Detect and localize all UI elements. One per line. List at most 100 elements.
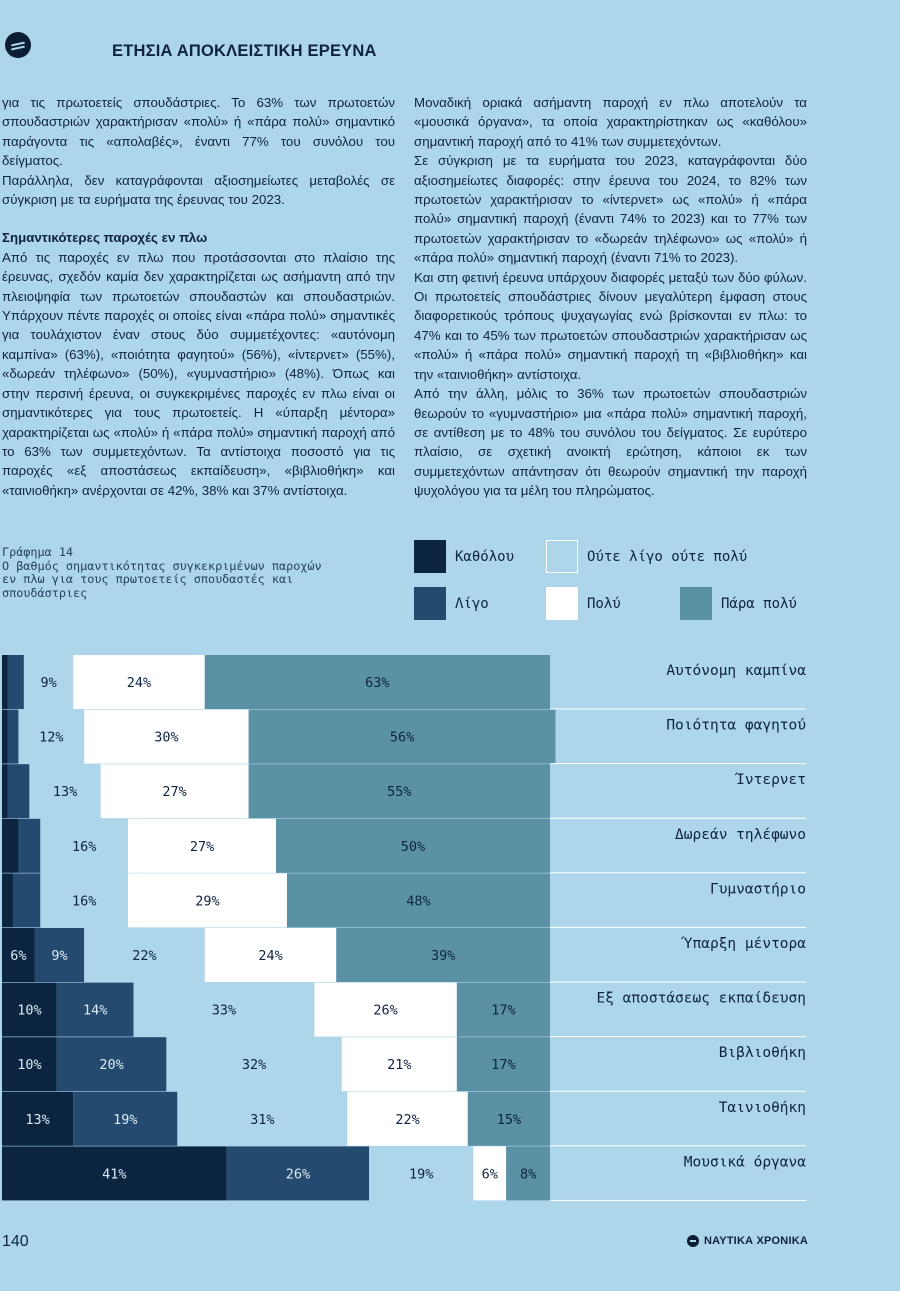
bar-value-label-5-3: 16% bbox=[72, 893, 96, 909]
page-number: 140 bbox=[2, 1233, 29, 1250]
bar-segment-1-5 bbox=[204, 655, 550, 709]
bar-segment-5-5 bbox=[286, 873, 550, 928]
bar-value-label-2-4: 30% bbox=[154, 730, 178, 746]
bar-segment-10-5 bbox=[506, 1146, 550, 1201]
bar-segment-9-2 bbox=[73, 1091, 178, 1146]
bar-segment-3-4 bbox=[100, 764, 249, 819]
category-label-6: Ύπαρξη μέντορα bbox=[681, 936, 806, 952]
bar-value-label-3-4: 27% bbox=[162, 784, 186, 800]
footer-brand: ΝΑΥΤΙΚΑ ΧΡΟΝΙΚΑ bbox=[686, 1235, 808, 1247]
bar-value-label-3-3: 13% bbox=[53, 784, 77, 800]
bar-value-label-6-2: 9% bbox=[51, 948, 67, 964]
bar-value-label-9-5: 15% bbox=[497, 1112, 521, 1128]
legend-swatch-kathólou bbox=[414, 540, 446, 573]
category-label-10: Μουσικά όργανα bbox=[684, 1154, 806, 1170]
legend-label-lígo: Λίγο bbox=[455, 595, 489, 612]
bar-value-label-4-4: 27% bbox=[190, 839, 214, 855]
legend-swatch-lígo bbox=[414, 587, 446, 620]
bar-value-label-9-4: 22% bbox=[395, 1112, 419, 1128]
bar-value-label-7-2: 14% bbox=[83, 1003, 107, 1019]
bar-value-label-6-1: 6% bbox=[10, 948, 26, 964]
bar-segment-7-3 bbox=[133, 982, 315, 1037]
bar-value-label-1-5: 63% bbox=[365, 675, 389, 691]
bar-value-label-4-3: 16% bbox=[72, 839, 96, 855]
bar-segment-6-4 bbox=[204, 928, 337, 982]
category-label-1: Αυτόνομη καμπίνα bbox=[666, 663, 806, 679]
bar-segment-1-4 bbox=[73, 655, 205, 709]
brand-logo-icon bbox=[686, 1235, 699, 1247]
bar-segment-8-4 bbox=[341, 1037, 457, 1092]
bar-value-label-9-2: 19% bbox=[113, 1112, 137, 1128]
legend-item-lígo: Λίγο bbox=[414, 587, 489, 620]
legend-swatch-poly bbox=[546, 587, 578, 620]
legend-label-kathólou: Καθόλου bbox=[455, 548, 515, 565]
bar-value-label-8-1: 10% bbox=[17, 1057, 41, 1073]
bar-value-label-7-1: 10% bbox=[17, 1003, 41, 1019]
bar-value-label-8-4: 21% bbox=[387, 1057, 411, 1073]
bar-segment-1-2 bbox=[7, 655, 24, 709]
bar-value-label-10-4: 6% bbox=[482, 1166, 498, 1182]
bar-value-label-6-4: 24% bbox=[258, 948, 282, 964]
legend-swatch-oute-ligo-oute-poly bbox=[546, 540, 578, 573]
bar-segment-8-5 bbox=[456, 1037, 550, 1092]
bar-segment-6-2 bbox=[34, 928, 85, 982]
bar-value-label-2-5: 56% bbox=[390, 730, 414, 746]
left-paragraph-2: Παράλληλα, δεν καταγράφονται αξιοσημείωτ… bbox=[2, 172, 395, 208]
figure-title-line-1: Ο βαθμός σημαντικότητας συγκεκριμένων πα… bbox=[2, 558, 322, 573]
bar-segment-2-4 bbox=[84, 709, 249, 764]
bar-value-label-1-4: 24% bbox=[127, 675, 151, 691]
bar-segment-7-2 bbox=[56, 982, 134, 1037]
bar-segment-5-4 bbox=[128, 873, 287, 928]
figure-title-line-2: εν πλω για τους πρωτοετείς σπουδαστές κα… bbox=[2, 572, 294, 587]
bar-value-label-8-2: 20% bbox=[99, 1057, 123, 1073]
bar-segment-9-1 bbox=[2, 1091, 74, 1146]
right-paragraph-4: Από την άλλη, μόλις το 36% των πρωτοετών… bbox=[414, 386, 807, 499]
bar-segment-5-2 bbox=[12, 873, 41, 928]
bar-value-label-4-5: 50% bbox=[401, 839, 425, 855]
bar-segment-8-2 bbox=[56, 1037, 167, 1092]
right-paragraph-1: Μοναδική οριακά ασήμαντη παροχή εν πλω α… bbox=[414, 95, 807, 149]
bar-value-label-7-3: 33% bbox=[212, 1003, 236, 1019]
bar-segment-2-1 bbox=[2, 709, 8, 764]
bar-value-label-10-2: 26% bbox=[286, 1166, 310, 1182]
bar-value-label-9-1: 13% bbox=[25, 1112, 49, 1128]
legend-item-poly: Πολύ bbox=[546, 587, 621, 620]
bar-value-label-10-5: 8% bbox=[520, 1166, 536, 1182]
bar-value-label-1-3: 9% bbox=[40, 675, 56, 691]
bar-segment-4-4 bbox=[128, 818, 276, 873]
bar-segment-3-1 bbox=[2, 764, 8, 819]
bar-segment-1-1 bbox=[2, 655, 8, 709]
bar-segment-10-4 bbox=[473, 1146, 507, 1201]
category-label-2: Ποιότητα φαγητού bbox=[666, 718, 806, 734]
right-paragraph-3: Και στη φετινή έρευνα υπάρχουν διαφορές … bbox=[414, 269, 807, 382]
bar-value-label-10-3: 19% bbox=[409, 1166, 433, 1182]
legend-item-kathólou: Καθόλου bbox=[414, 540, 514, 573]
legend-label-oute-ligo-oute-poly: Ούτε λίγο ούτε πολύ bbox=[587, 548, 748, 565]
left-paragraph-1: για τις πρωτοετείς σπουδάστριες. Το 63% … bbox=[2, 95, 395, 169]
magazine-logo-icon bbox=[5, 32, 31, 58]
bar-segment-2-3 bbox=[18, 709, 85, 764]
bar-value-label-3-5: 55% bbox=[387, 784, 411, 800]
benefits-importance-chart: 9% 24% 63% Αυτόνομη καμπίνα 12% 30% 56% Ποιότητ… bbox=[2, 655, 806, 1201]
bar-segment-7-1 bbox=[2, 982, 57, 1037]
category-label-9: Ταινιοθήκη bbox=[719, 1100, 806, 1116]
legend-label-poly: Πολύ bbox=[587, 595, 621, 612]
bar-segment-4-5 bbox=[276, 818, 550, 873]
bar-segment-3-5 bbox=[248, 764, 550, 819]
bar-segment-3-2 bbox=[7, 764, 30, 819]
category-label-5: Γυμναστήριο bbox=[710, 881, 806, 897]
category-label-7: Εξ αποστάσεως εκπαίδευση bbox=[596, 991, 806, 1007]
bar-segment-4-1 bbox=[2, 818, 19, 873]
bar-segment-9-5 bbox=[467, 1091, 550, 1146]
legend-swatch-para-poly bbox=[680, 587, 712, 620]
page-header-title: ΕΤΗΣΙΑ ΑΠΟΚΛΕΙΣΤΙΚΗ ΕΡΕΥΝΑ bbox=[112, 42, 377, 60]
left-paragraph-3: Από τις παροχές εν πλω που προτάσσονται … bbox=[2, 249, 395, 498]
bar-segment-4-2 bbox=[18, 818, 41, 873]
bar-segment-2-5 bbox=[248, 709, 556, 764]
bar-value-label-6-5: 39% bbox=[431, 948, 455, 964]
bar-value-label-9-3: 31% bbox=[250, 1112, 274, 1128]
figure-caption: Γράφημα 14 Ο βαθμός σημαντικότητας συγκε… bbox=[2, 545, 382, 600]
bar-segment-4-3 bbox=[40, 818, 129, 873]
bar-value-label-8-3: 32% bbox=[242, 1057, 266, 1073]
footer-brand-name: ΝΑΥΤΙΚΑ ΧΡΟΝΙΚΑ bbox=[703, 1235, 808, 1247]
